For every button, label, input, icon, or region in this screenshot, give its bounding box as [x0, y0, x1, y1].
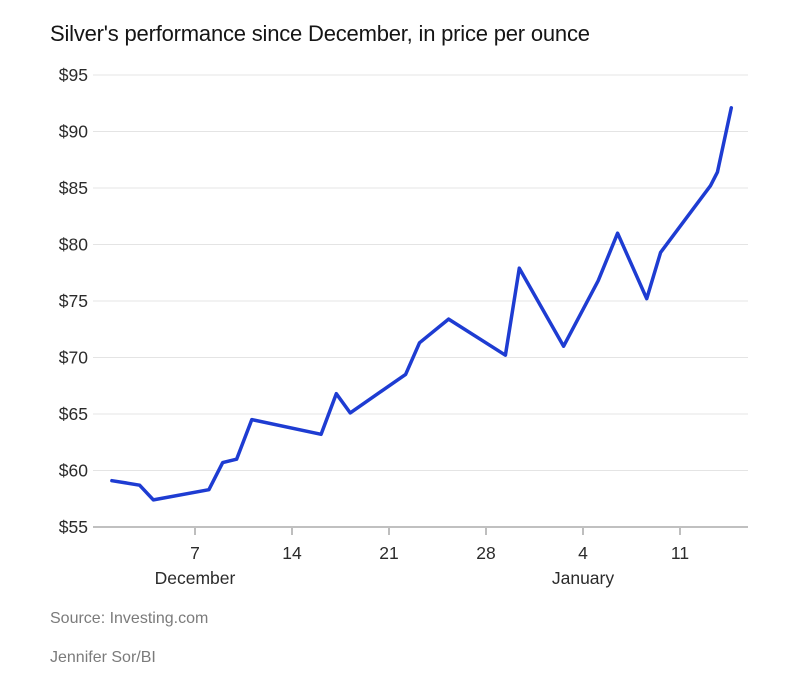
y-axis-label-55: $55 [59, 517, 88, 537]
x-axis-label-7: 7 [190, 543, 200, 563]
month-label-december: December [155, 568, 236, 588]
y-axis-label-75: $75 [59, 291, 88, 311]
x-axis-label-21: 21 [379, 543, 398, 563]
line-chart-canvas: $55 $60 $65 $70 $75 $80 $85 $90 $95 7 14 21 28 4 11 Dec… [59, 65, 748, 588]
x-axis-label-11: 11 [671, 543, 689, 563]
y-axis-label-90: $90 [59, 122, 88, 142]
silver-price-line [110, 106, 734, 502]
author-credit: Jennifer Sor/BI [50, 649, 156, 666]
source-credit: Source: Investing.com [50, 610, 209, 627]
x-axis-label-28: 28 [476, 543, 495, 563]
y-axis-label-85: $85 [59, 178, 88, 198]
y-axis-label-70: $70 [59, 348, 88, 368]
y-axis-label-80: $80 [59, 235, 88, 255]
y-axis-label-65: $65 [59, 404, 88, 424]
x-axis-label-14: 14 [282, 543, 302, 563]
x-axis-label-4: 4 [578, 543, 588, 563]
y-axis-label-60: $60 [59, 461, 88, 481]
y-axis-label-95: $95 [59, 65, 88, 85]
month-label-january: January [552, 568, 615, 588]
chart-title: Silver's performance since December, in … [50, 21, 590, 46]
